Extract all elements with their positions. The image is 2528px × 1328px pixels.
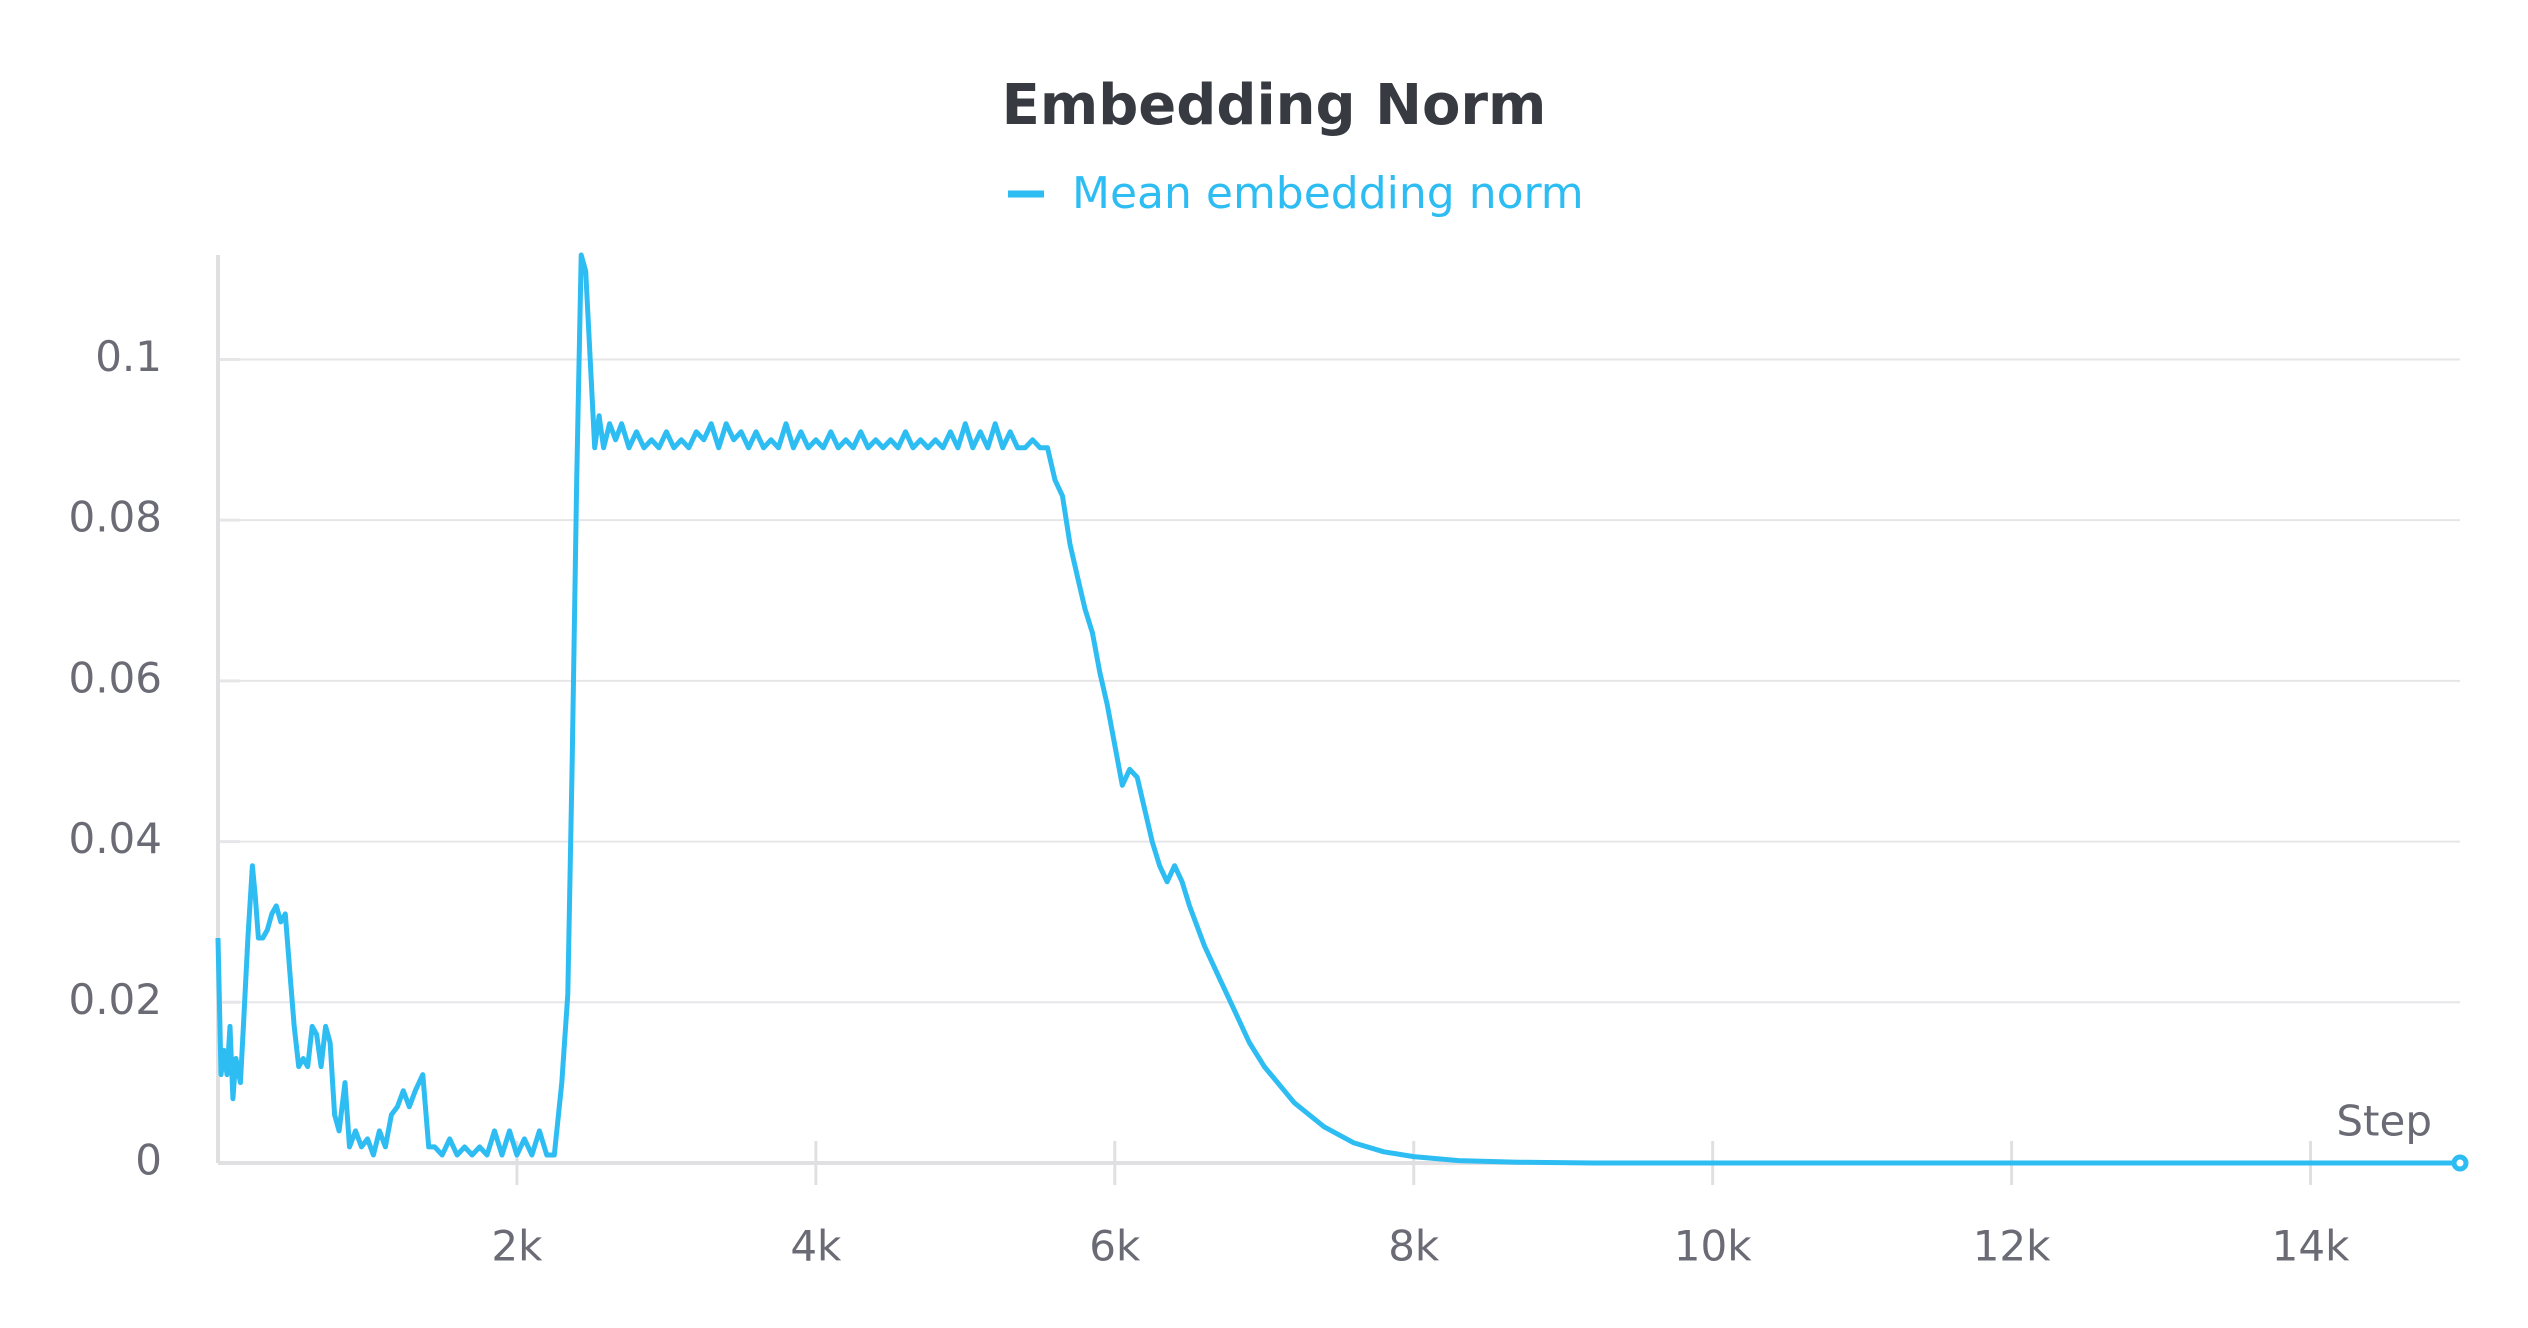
y-tick-label: 0.04	[68, 814, 162, 863]
x-axis-label: Step	[2336, 1097, 2432, 1146]
x-tick-label: 10k	[1674, 1222, 1752, 1271]
series-line	[215, 252, 2460, 1166]
legend-label[interactable]: Mean embedding norm	[1072, 168, 1584, 219]
x-tick-label: 4k	[790, 1222, 842, 1271]
y-tick-label: 0.02	[68, 975, 162, 1024]
chart-title: Embedding Norm	[1002, 73, 1547, 138]
x-tick-label: 2k	[491, 1222, 543, 1271]
x-tick-label: 8k	[1388, 1222, 1440, 1271]
x-tick-label: 6k	[1089, 1222, 1141, 1271]
y-tick-label: 0.08	[68, 493, 162, 542]
x-tick-label: 12k	[1973, 1222, 2051, 1271]
y-tick-label: 0.06	[68, 653, 162, 702]
end-point	[2451, 1154, 2469, 1172]
x-tick-label: 14k	[2272, 1222, 2350, 1271]
y-tick-label: 0.1	[95, 332, 162, 381]
y-tick-label: 0	[135, 1136, 162, 1185]
